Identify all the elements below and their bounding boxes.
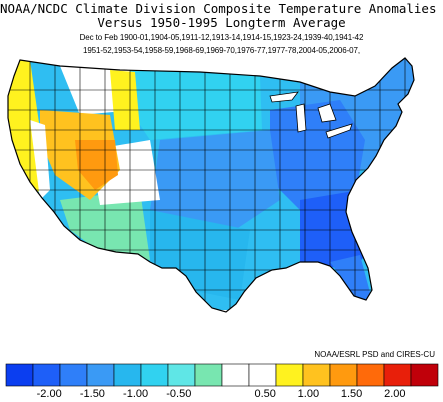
title-line-4: 1951-52,1953-54,1958-59,1968-69,1969-70,… (82, 46, 361, 55)
legend-swatch-12 (329, 363, 358, 387)
legend-swatch-8 (221, 363, 250, 387)
legend-swatch-6 (167, 363, 196, 387)
legend-swatch-5 (140, 363, 169, 387)
legend-swatch-0 (5, 363, 34, 387)
great-lakes (269, 91, 353, 139)
legend-swatch-9 (248, 363, 277, 387)
lake-huron (317, 103, 337, 123)
legend-swatch-13 (356, 363, 385, 387)
legend-swatch-10 (275, 363, 304, 387)
region-nevada (30, 120, 50, 200)
lake-superior (269, 91, 299, 103)
legend-swatch-2 (59, 363, 88, 387)
lake-michigan (295, 103, 307, 133)
legend-tick-label: 0.50 (254, 388, 276, 400)
legend-tick-label: 2.00 (384, 388, 406, 400)
title-line-3: Dec to Feb 1900-01,1904-05,1911-12,1913-… (79, 33, 364, 42)
credit-label: NOAA/ESRL PSD and CIRES-CU (314, 350, 435, 359)
region-northern-plains (130, 70, 262, 140)
legend-swatch-7 (194, 363, 223, 387)
legend-swatch-14 (383, 363, 412, 387)
legend-swatch-4 (113, 363, 142, 387)
legend-swatch-1 (32, 363, 61, 387)
title-line-1: NOAA/NCDC Climate Division Composite Tem… (0, 1, 443, 16)
legend-tick-label: 1.50 (340, 388, 363, 400)
legend-tick-label: -0.50 (166, 388, 192, 400)
legend-tick-label: -1.00 (123, 388, 149, 400)
legend-swatch-3 (86, 363, 115, 387)
region-utah (75, 140, 118, 190)
title-line-2: Versus 1950-1995 Longterm Average (97, 15, 346, 30)
region-plains-core (150, 130, 280, 240)
legend-tick-label: 1.00 (297, 388, 320, 400)
region-florida (330, 255, 372, 300)
legend-swatch-11 (302, 363, 331, 387)
legend-tick-label: -1.50 (79, 388, 105, 400)
legend-tick-label: -2.00 (36, 388, 62, 400)
legend-swatch-15 (410, 363, 439, 387)
region-idaho (110, 70, 140, 130)
lake-erie (325, 123, 353, 139)
